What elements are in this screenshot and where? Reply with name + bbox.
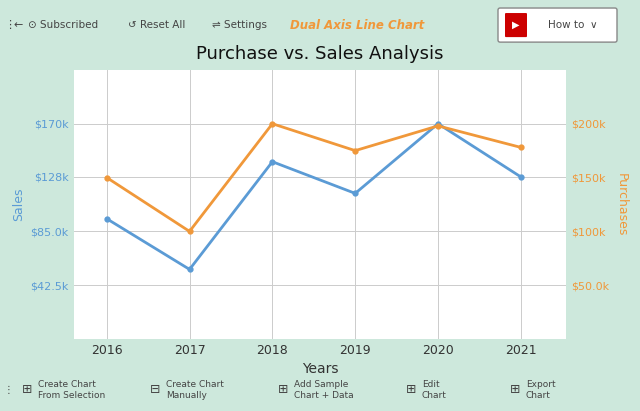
Text: ⊙ Subscribed: ⊙ Subscribed [28, 20, 98, 30]
Text: ⊞: ⊞ [278, 383, 289, 397]
Text: ↺ Reset All: ↺ Reset All [128, 20, 186, 30]
Text: ⊞: ⊞ [406, 383, 417, 397]
Text: ⊞: ⊞ [510, 383, 520, 397]
Text: Create Chart
From Selection: Create Chart From Selection [38, 380, 105, 399]
Text: Export
Chart: Export Chart [526, 380, 556, 399]
Text: ⋮: ⋮ [4, 385, 13, 395]
Text: ⊞: ⊞ [22, 383, 33, 397]
Text: How to: How to [548, 20, 584, 30]
Y-axis label: Purchases: Purchases [615, 173, 628, 236]
Text: Add Sample
Chart + Data: Add Sample Chart + Data [294, 380, 354, 399]
FancyBboxPatch shape [505, 13, 527, 37]
Text: Dual Axis Line Chart: Dual Axis Line Chart [290, 18, 424, 32]
FancyBboxPatch shape [498, 8, 617, 42]
Y-axis label: Sales: Sales [12, 188, 25, 221]
Text: ⇌ Settings: ⇌ Settings [212, 20, 267, 30]
Text: ∨: ∨ [590, 20, 598, 30]
Text: Create Chart
Manually: Create Chart Manually [166, 380, 224, 399]
Text: ⋮: ⋮ [4, 20, 15, 30]
Text: ⊟: ⊟ [150, 383, 161, 397]
X-axis label: Years: Years [301, 363, 339, 376]
Text: Edit
Chart: Edit Chart [422, 380, 447, 399]
Text: ▶: ▶ [512, 20, 520, 30]
Text: ←: ← [14, 20, 24, 30]
Title: Purchase vs. Sales Analysis: Purchase vs. Sales Analysis [196, 45, 444, 63]
